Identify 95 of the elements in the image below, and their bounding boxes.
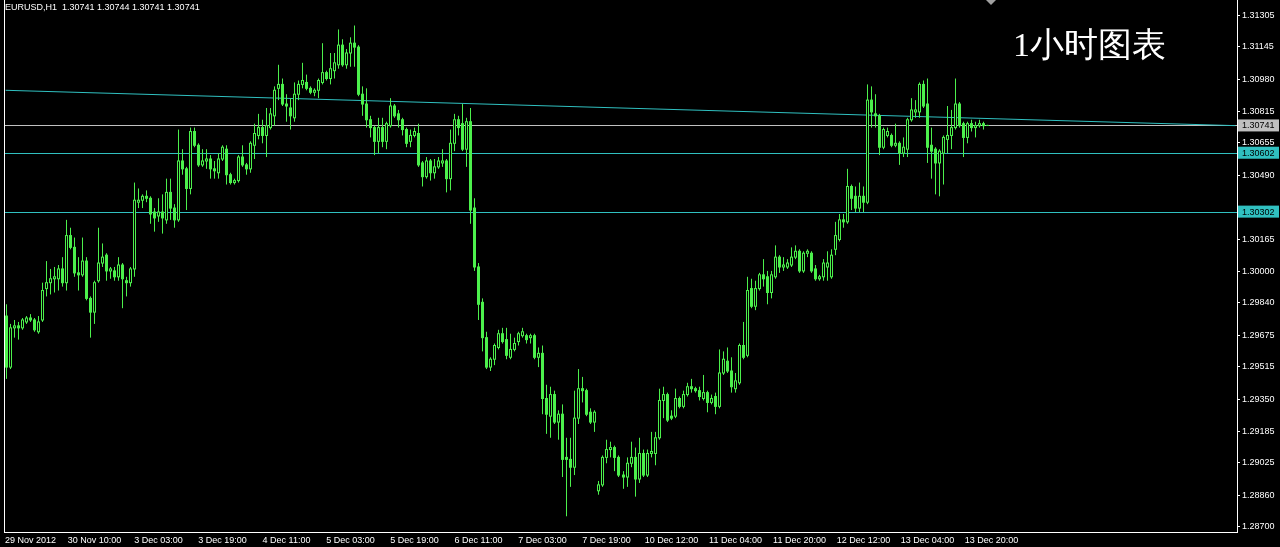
candlestick — [105, 252, 108, 282]
x-tick-label: 5 Dec 19:00 — [390, 535, 439, 545]
ref-line-label: 1.30302 — [1242, 206, 1275, 217]
candlestick — [341, 38, 344, 68]
candlestick — [638, 437, 641, 484]
candlestick — [121, 262, 124, 309]
x-tick-label: 13 Dec 04:00 — [900, 535, 955, 545]
candlestick — [209, 154, 212, 180]
y-tick-label: 1.29515 — [1242, 361, 1275, 372]
candlestick — [834, 221, 837, 256]
candlestick — [790, 246, 793, 268]
x-tick-label: 13 Dec 20:00 — [964, 535, 1019, 545]
candlestick — [57, 264, 60, 292]
candlestick — [942, 134, 945, 186]
candlestick — [97, 227, 100, 284]
y-tick-label: 1.29350 — [1242, 393, 1275, 404]
x-tick-label: 3 Dec 19:00 — [198, 535, 247, 545]
x-tick-label: 12 Dec 12:00 — [836, 535, 891, 545]
candlestick — [53, 266, 56, 293]
candlestick — [161, 193, 164, 235]
candlestick — [177, 129, 180, 223]
candlestick — [293, 81, 296, 123]
chart-title: EURUSD,H1 1.30741 1.30744 1.30741 1.30741 — [5, 2, 200, 12]
candlestick — [541, 345, 544, 415]
x-tick-label: 10 Dec 12:00 — [644, 535, 699, 545]
ref-line-label: 1.30741 — [1242, 120, 1275, 131]
candlestick — [377, 117, 380, 154]
candlestick — [365, 87, 368, 129]
y-tick-label: 1.30980 — [1242, 73, 1275, 84]
candlestick — [830, 248, 833, 280]
candlestick — [702, 374, 705, 401]
x-tick-label: 4 Dec 11:00 — [262, 535, 311, 545]
candlestick — [593, 409, 596, 433]
candlestick — [461, 103, 464, 152]
candlestick — [265, 107, 268, 158]
candlestick — [49, 268, 52, 295]
y-tick-label: 1.29185 — [1242, 425, 1275, 436]
candlestick — [846, 168, 849, 225]
candlestick — [273, 85, 276, 127]
candlestick — [349, 36, 352, 68]
candlestick — [289, 97, 292, 131]
ref-line-label: 1.30602 — [1242, 147, 1275, 158]
candlestick — [561, 403, 564, 478]
candlestick — [169, 178, 172, 221]
x-tick-label: 3 Dec 03:00 — [134, 535, 183, 545]
candlestick — [157, 197, 160, 223]
y-tick-label: 1.29840 — [1242, 297, 1275, 308]
x-tick-label: 6 Dec 11:00 — [454, 535, 503, 545]
candlestick — [718, 348, 721, 409]
candlestick — [149, 195, 152, 225]
y-tick-label: 1.31145 — [1242, 41, 1274, 52]
x-tick-label: 5 Dec 03:00 — [326, 535, 375, 545]
candlestick — [854, 185, 857, 213]
y-tick-label: 1.31305 — [1242, 9, 1275, 20]
y-tick-label: 1.30490 — [1242, 169, 1275, 180]
candlestick — [826, 250, 829, 282]
candlestick — [17, 321, 20, 341]
candlestick — [730, 356, 733, 394]
candlestick — [337, 28, 340, 70]
candlestick — [5, 303, 8, 380]
y-tick-label: 1.28700 — [1242, 521, 1275, 532]
candlestick — [926, 78, 929, 164]
candlestick — [690, 378, 693, 394]
candlestick — [429, 158, 432, 182]
candlestick — [433, 158, 436, 180]
candlestick — [397, 109, 400, 129]
candlestick — [573, 390, 576, 476]
candlestick — [117, 256, 120, 282]
y-tick-label: 1.29025 — [1242, 457, 1275, 468]
candlestick — [898, 140, 901, 166]
x-tick-label: 11 Dec 04:00 — [709, 535, 762, 545]
candlestick — [45, 260, 48, 297]
candlestick — [225, 144, 228, 186]
candlestick — [65, 219, 68, 292]
candlestick — [626, 456, 629, 488]
candlestick — [213, 160, 216, 180]
candlestick — [934, 146, 937, 195]
x-tick-label: 7 Dec 03:00 — [518, 535, 567, 545]
candlestick — [946, 105, 949, 154]
candlestick — [141, 193, 144, 209]
x-tick-label: 29 Nov 2012 — [4, 535, 57, 545]
annotation: 1小时图表 — [1013, 26, 1166, 63]
x-tick-label: 7 Dec 19:00 — [582, 535, 631, 545]
candlestick — [277, 64, 280, 101]
candlestick — [329, 52, 332, 85]
candlestick — [549, 386, 552, 439]
y-tick-label: 1.29675 — [1242, 329, 1275, 340]
y-tick-label: 1.30165 — [1242, 233, 1275, 244]
y-tick-label: 1.30815 — [1242, 105, 1275, 116]
y-tick-label: 1.28860 — [1242, 489, 1275, 500]
x-tick-label: 30 Nov 10:00 — [67, 535, 122, 545]
x-tick-label: 11 Dec 20:00 — [773, 535, 826, 545]
y-tick-label: 1.30655 — [1242, 137, 1275, 148]
y-tick-label: 1.30000 — [1242, 265, 1275, 276]
candlestick — [634, 447, 637, 498]
